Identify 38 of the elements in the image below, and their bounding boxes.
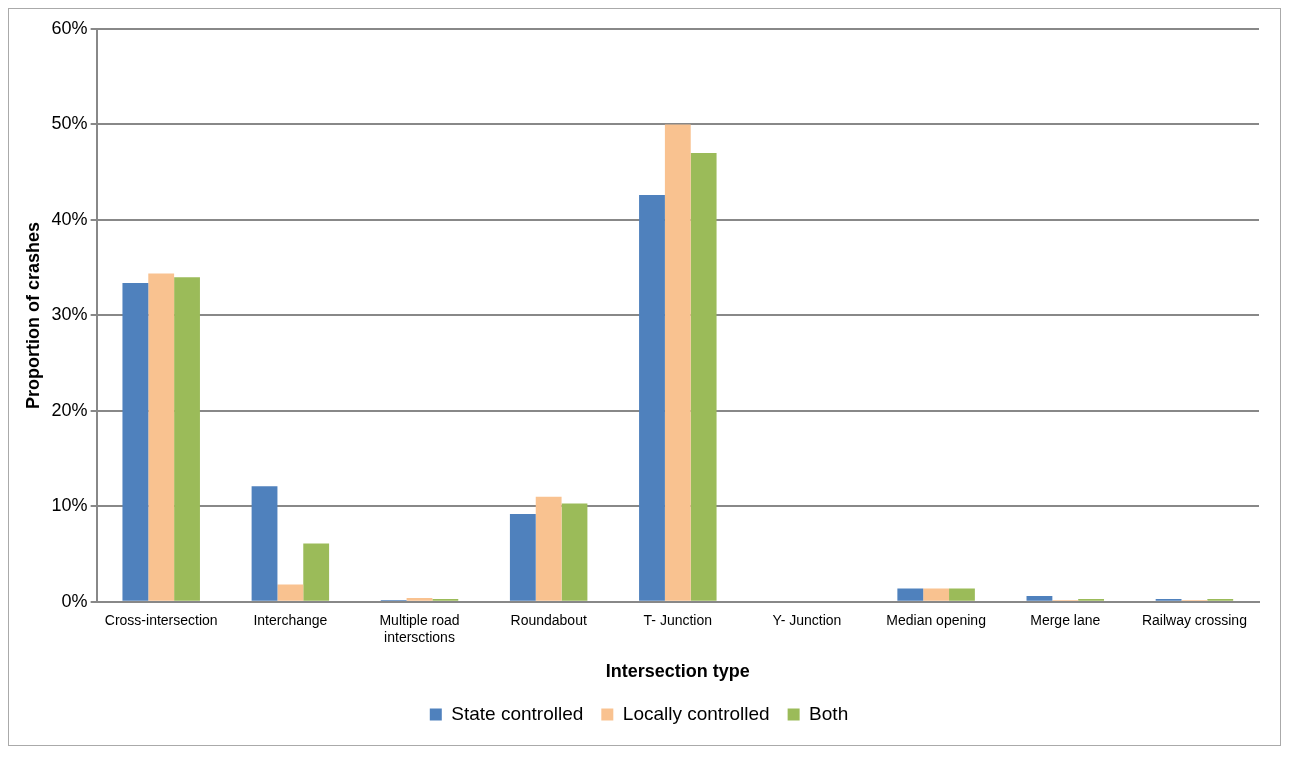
bar [251,486,278,601]
y-tick-label: 20% [51,399,88,420]
bar [148,273,175,601]
x-tick-label: Multiple road intersctions [379,612,460,645]
bar [174,277,200,601]
bar [122,282,149,601]
x-axis-title: Intersection type [605,661,750,682]
bar [1026,596,1053,601]
y-tick-label: 30% [51,304,88,325]
bar [277,584,304,601]
legend-label: State controlled [451,702,584,724]
bar [303,543,330,601]
x-tick-label: Cross-intersection [104,612,218,629]
x-tick-label: T- Junction [643,612,713,629]
bar [535,496,562,601]
bar [639,195,665,601]
bar [509,513,536,601]
bar [406,597,433,601]
bar [949,588,975,601]
x-tick-label: Roundabout [510,612,587,629]
bar [923,588,950,601]
x-tick-label: Median opening [886,612,986,629]
legend-label: Locally controlled [622,702,770,724]
legend-label: Both [809,702,849,724]
x-tick-label: Railway crossing [1141,612,1247,629]
y-tick-label: 0% [61,590,88,611]
y-tick-label: 60% [51,17,88,38]
y-tick-label: 40% [51,208,88,229]
y-axis-title: Proportion of crashes [22,221,43,409]
x-tick-label: Merge lane [1030,612,1101,629]
y-tick-label: 10% [51,495,88,516]
bar [561,503,588,601]
bar [690,153,717,601]
bar [664,124,691,601]
x-tick-label: Interchange [253,612,328,629]
bar [897,588,924,601]
x-tick-label: Y- Junction [772,612,842,629]
y-tick-label: 50% [51,113,88,134]
